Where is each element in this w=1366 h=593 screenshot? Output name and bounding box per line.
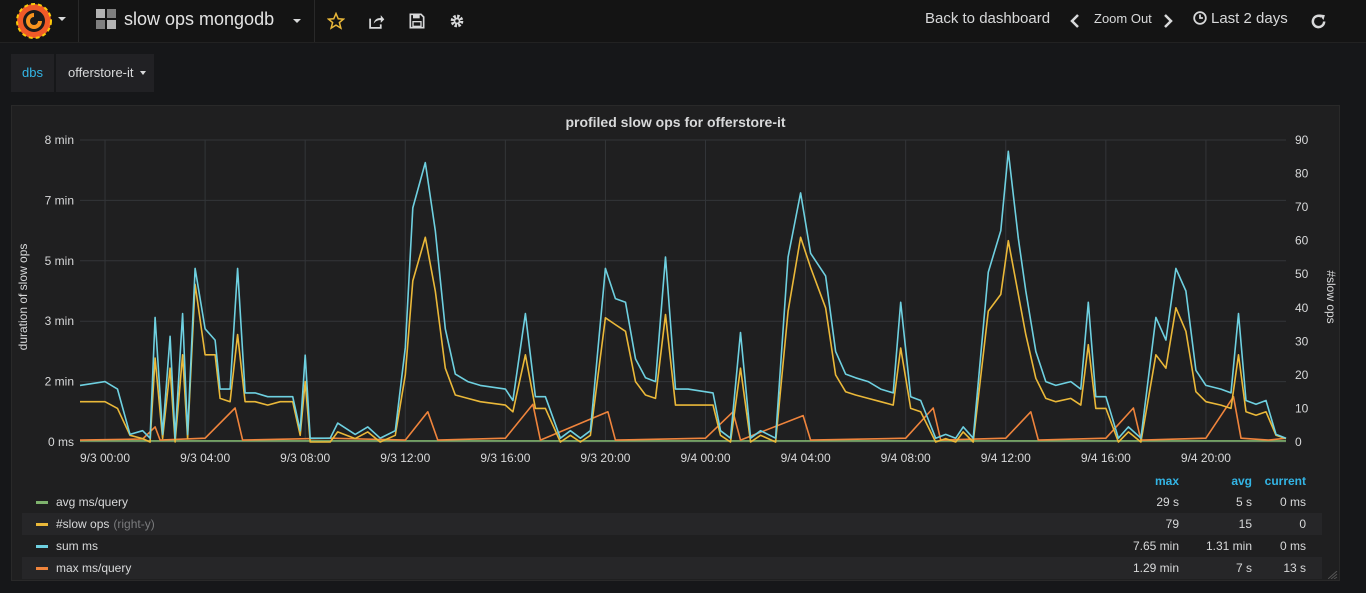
panel-title[interactable]: profiled slow ops for offerstore-it [565, 114, 786, 130]
chevron-down-icon [58, 17, 66, 21]
time-range-picker[interactable]: Last 2 days [1193, 0, 1293, 42]
star-button[interactable] [316, 0, 356, 42]
refresh-icon [1311, 13, 1325, 28]
caret-down-icon [140, 71, 146, 75]
legend-header-max[interactable]: max [1154, 474, 1179, 488]
legend-value-avg: 1.31 min [1205, 539, 1252, 553]
star-icon [327, 12, 345, 30]
legend-value-current: 0 [1299, 517, 1306, 531]
dashboard-title: slow ops mongodb [124, 9, 275, 29]
series-color-swatch[interactable] [36, 501, 48, 504]
legend-item-slow-ops[interactable]: #slow ops (right-y) 79 15 0 [22, 513, 1322, 535]
variable-value: offerstore-it [68, 65, 134, 80]
dashboard-grid-icon [96, 9, 116, 29]
top-navbar: slow ops mongodb Back to dashboard Zoom … [0, 0, 1366, 43]
share-icon [368, 14, 384, 29]
dashboard-picker[interactable]: slow ops mongodb [80, 0, 315, 42]
settings-button[interactable] [437, 0, 477, 42]
save-icon [409, 13, 425, 29]
chevron-down-icon [293, 19, 301, 23]
variable-select-dbs[interactable]: offerstore-it [56, 54, 154, 92]
legend-value-avg: 15 [1238, 517, 1252, 531]
legend-series-name[interactable]: #slow ops (right-y) [56, 517, 155, 531]
legend-value-avg: 7 s [1235, 561, 1252, 575]
chevron-left-icon [1070, 14, 1079, 28]
share-button[interactable] [356, 0, 396, 42]
legend-series-name[interactable]: sum ms [56, 539, 98, 553]
legend-item-avg-ms-query[interactable]: avg ms/query 29 s 5 s 0 ms [22, 491, 1322, 513]
legend-value-max: 7.65 min [1132, 539, 1179, 553]
legend-value-avg: 5 s [1235, 495, 1252, 509]
legend-header-avg[interactable]: avg [1231, 474, 1252, 488]
save-button[interactable] [397, 0, 437, 42]
variable-label-dbs: dbs [11, 54, 54, 92]
legend-item-sum-ms[interactable]: sum ms 7.65 min 1.31 min 0 ms [22, 535, 1322, 557]
zoom-forward-button[interactable] [1153, 0, 1183, 42]
legend-header-current[interactable]: current [1264, 474, 1306, 488]
time-range-label: Last 2 days [1211, 10, 1288, 27]
zoom-back-button[interactable] [1060, 0, 1090, 42]
panel-resize-handle-icon[interactable] [1328, 571, 1338, 579]
chevron-right-icon [1164, 14, 1173, 28]
gear-icon [450, 14, 464, 28]
grafana-menu-button[interactable] [0, 0, 79, 42]
legend-value-max: 1.29 min [1132, 561, 1179, 575]
legend-value-max: 79 [1165, 517, 1179, 531]
series-color-swatch[interactable] [36, 523, 48, 526]
legend-series-name[interactable]: max ms/query [56, 561, 132, 575]
legend-value-current: 13 s [1283, 561, 1306, 575]
refresh-button[interactable] [1298, 0, 1338, 42]
series-color-swatch[interactable] [36, 545, 48, 548]
series-color-swatch[interactable] [36, 567, 48, 570]
legend-value-current: 0 ms [1279, 495, 1306, 509]
legend-value-max: 29 s [1156, 495, 1179, 509]
legend-series-name[interactable]: avg ms/query [56, 495, 129, 509]
grafana-logo-icon [16, 3, 52, 39]
zoom-out-button[interactable]: Zoom Out [1094, 11, 1152, 26]
legend-item-max-ms-query[interactable]: max ms/query 1.29 min 7 s 13 s [22, 557, 1322, 579]
clock-icon [1193, 11, 1207, 25]
legend-value-current: 0 ms [1279, 539, 1306, 553]
back-to-dashboard-link[interactable]: Back to dashboard [925, 10, 1051, 27]
